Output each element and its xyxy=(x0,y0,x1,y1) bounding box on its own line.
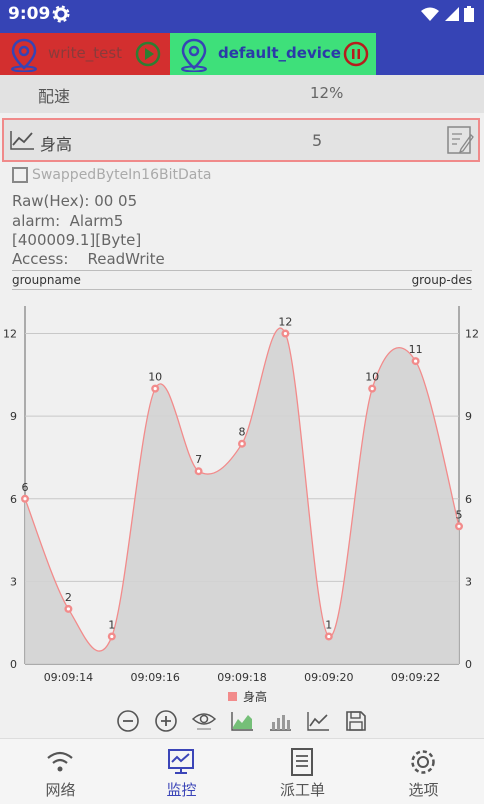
data-point-center xyxy=(153,387,157,391)
wifi-icon xyxy=(44,748,76,776)
group-description: group-des xyxy=(411,273,472,287)
data-point-center xyxy=(457,524,461,528)
x-tick-label: 09:09:16 xyxy=(130,671,179,684)
data-label: 10 xyxy=(148,371,162,384)
device-bar: write_test default_device xyxy=(0,30,484,75)
y-tick-label-left: 6 xyxy=(10,493,17,506)
data-label: 2 xyxy=(65,591,72,604)
data-label: 1 xyxy=(108,618,115,631)
monitor-icon xyxy=(165,748,197,776)
device-tab-write-test[interactable]: write_test xyxy=(0,33,170,75)
raw-hex-text: Raw(Hex): 00 05 xyxy=(12,192,138,210)
data-point-center xyxy=(327,634,331,639)
edit-icon[interactable] xyxy=(446,125,474,159)
nav-label: 监控 xyxy=(166,781,197,799)
data-point-center xyxy=(197,469,201,473)
legend-label: 身高 xyxy=(243,689,267,702)
y-tick-label-left: 0 xyxy=(10,658,17,671)
document-icon xyxy=(286,748,318,776)
eye-icon[interactable] xyxy=(191,708,217,734)
x-tick-label: 09:09:18 xyxy=(217,671,266,684)
x-tick-label: 09:09:22 xyxy=(391,671,440,684)
nav-label: 选项 xyxy=(408,781,439,799)
data-point-center xyxy=(23,497,27,501)
pause-icon[interactable] xyxy=(343,41,369,71)
nav-label: 派工单 xyxy=(279,781,325,799)
variable-row-height[interactable]: 身高 5 xyxy=(2,118,480,162)
data-label: 6 xyxy=(22,481,29,494)
variable-value: 12% xyxy=(310,84,344,102)
series-area xyxy=(25,328,459,664)
device-name: write_test xyxy=(48,44,123,62)
save-icon[interactable] xyxy=(343,708,369,734)
group-name: groupname xyxy=(12,273,81,287)
variable-value: 5 xyxy=(312,131,323,150)
data-point-center xyxy=(240,442,244,446)
divider xyxy=(12,270,472,271)
alarm-text: alarm: Alarm5 xyxy=(12,212,124,230)
nav-work-order[interactable]: 派工单 xyxy=(242,739,363,804)
access-text: Access: ReadWrite xyxy=(12,250,165,268)
zoom-in-icon[interactable] xyxy=(153,708,179,734)
settings-status-icon xyxy=(52,5,70,27)
legend-swatch xyxy=(228,692,237,701)
device-name: default_device xyxy=(218,44,341,62)
y-tick-label-right: 0 xyxy=(465,658,472,671)
status-time: 9:09 xyxy=(8,4,51,24)
line-chart-icon xyxy=(9,129,35,155)
zoom-out-icon[interactable] xyxy=(115,708,141,734)
data-label: 7 xyxy=(195,453,202,466)
area-chart-icon[interactable] xyxy=(229,708,255,734)
chart-toolbar xyxy=(115,708,375,734)
wifi-status-icon xyxy=(420,6,440,26)
bottom-navigation: 网络 监控 派工单 选项 xyxy=(0,738,484,804)
data-label: 8 xyxy=(239,426,246,439)
nav-monitor[interactable]: 监控 xyxy=(121,739,242,804)
device-tab-default-device[interactable]: default_device xyxy=(170,33,376,75)
data-point-center xyxy=(66,607,70,611)
divider xyxy=(12,289,472,290)
data-label: 1 xyxy=(325,618,332,631)
x-tick-label: 09:09:20 xyxy=(304,671,353,684)
address-text: [400009.1][Byte] xyxy=(12,231,142,249)
data-label: 12 xyxy=(278,316,292,329)
y-tick-label-right: 3 xyxy=(465,575,472,588)
location-pin-icon xyxy=(178,38,210,76)
data-point-center xyxy=(110,634,114,639)
variable-label: 配速 xyxy=(38,87,71,106)
battery-status-icon xyxy=(464,6,474,26)
y-tick-label-right: 6 xyxy=(465,493,472,506)
bar-chart-icon[interactable] xyxy=(267,708,293,734)
variable-row-speed[interactable]: 配速 12% xyxy=(0,75,484,113)
data-point-center xyxy=(370,387,374,391)
location-pin-icon xyxy=(8,38,40,76)
y-tick-label-right: 12 xyxy=(465,328,479,341)
nav-label: 网络 xyxy=(45,781,76,799)
variable-label: 身高 xyxy=(40,135,73,154)
data-label: 10 xyxy=(365,371,379,384)
checkbox-label: SwappedByteIn16BitData xyxy=(32,167,212,183)
y-tick-label-right: 9 xyxy=(465,410,472,423)
x-tick-label: 09:09:14 xyxy=(44,671,93,684)
swap-byte-checkbox[interactable] xyxy=(12,167,28,183)
y-tick-label-left: 9 xyxy=(10,410,17,423)
data-point-center xyxy=(283,331,287,336)
data-label: 11 xyxy=(409,343,423,356)
y-tick-label-left: 12 xyxy=(3,328,17,341)
y-tick-label-left: 3 xyxy=(10,575,17,588)
data-label: 5 xyxy=(456,508,463,521)
gear-icon xyxy=(407,748,439,776)
nav-network[interactable]: 网络 xyxy=(0,739,121,804)
signal-status-icon xyxy=(444,6,460,26)
line-chart-icon[interactable] xyxy=(305,708,331,734)
data-point-center xyxy=(414,359,418,363)
nav-options[interactable]: 选项 xyxy=(363,739,484,804)
status-bar: 9:09 xyxy=(0,0,484,30)
play-icon[interactable] xyxy=(135,41,161,71)
